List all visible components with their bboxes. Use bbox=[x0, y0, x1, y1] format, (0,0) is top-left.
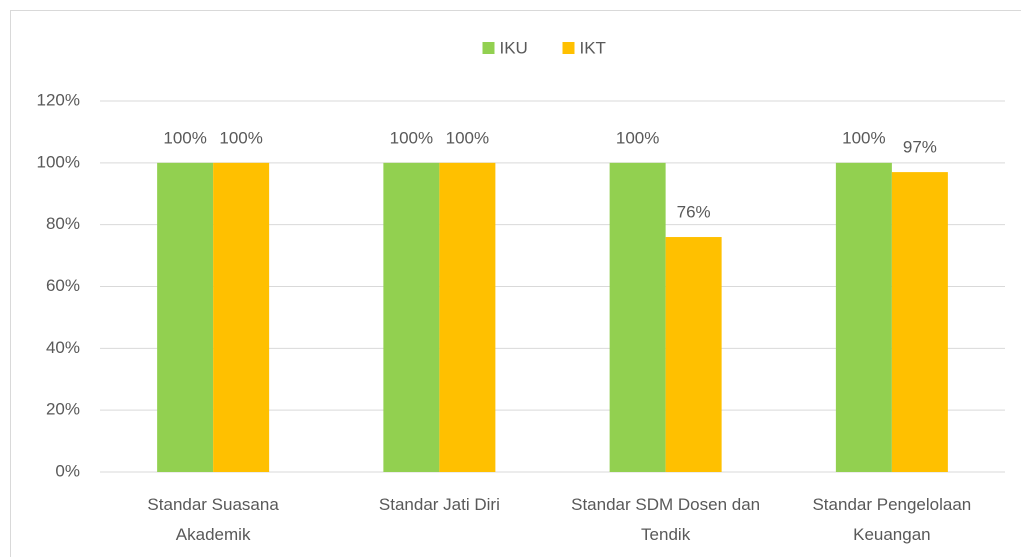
legend-label: IKU bbox=[500, 38, 528, 57]
y-tick-label: 120% bbox=[37, 90, 80, 109]
x-tick-label: Standar Pengelolaan Keuangan bbox=[812, 495, 972, 544]
legend-swatch bbox=[482, 42, 495, 54]
y-tick-label: 20% bbox=[46, 400, 80, 419]
data-label: 100% bbox=[163, 128, 206, 147]
bar bbox=[213, 162, 270, 473]
y-tick-label: 80% bbox=[46, 214, 80, 233]
bar bbox=[835, 162, 892, 473]
x-tick-label: Standar Suasana Akademik bbox=[147, 495, 279, 544]
bar bbox=[439, 162, 496, 473]
chart-border bbox=[10, 10, 1021, 557]
bar bbox=[609, 162, 666, 473]
data-label: 100% bbox=[390, 128, 433, 147]
data-label: 97% bbox=[903, 138, 937, 157]
legend-swatch bbox=[562, 42, 575, 54]
data-label: 100% bbox=[616, 128, 659, 147]
y-tick-label: 60% bbox=[46, 276, 80, 295]
bar bbox=[891, 172, 948, 472]
bar bbox=[665, 237, 722, 472]
bar bbox=[157, 162, 214, 473]
y-tick-label: 40% bbox=[46, 338, 80, 357]
bar bbox=[383, 162, 440, 473]
legend-label: IKT bbox=[580, 38, 606, 57]
data-label: 100% bbox=[446, 128, 489, 147]
y-tick-label: 0% bbox=[55, 461, 80, 480]
data-label: 100% bbox=[219, 128, 262, 147]
x-tick-label: Standar SDM Dosen dan Tendik bbox=[571, 495, 761, 544]
y-tick-label: 100% bbox=[37, 152, 80, 171]
data-label: 100% bbox=[842, 128, 885, 147]
data-label: 76% bbox=[677, 203, 711, 222]
x-tick-label: Standar Jati Diri bbox=[378, 495, 500, 514]
